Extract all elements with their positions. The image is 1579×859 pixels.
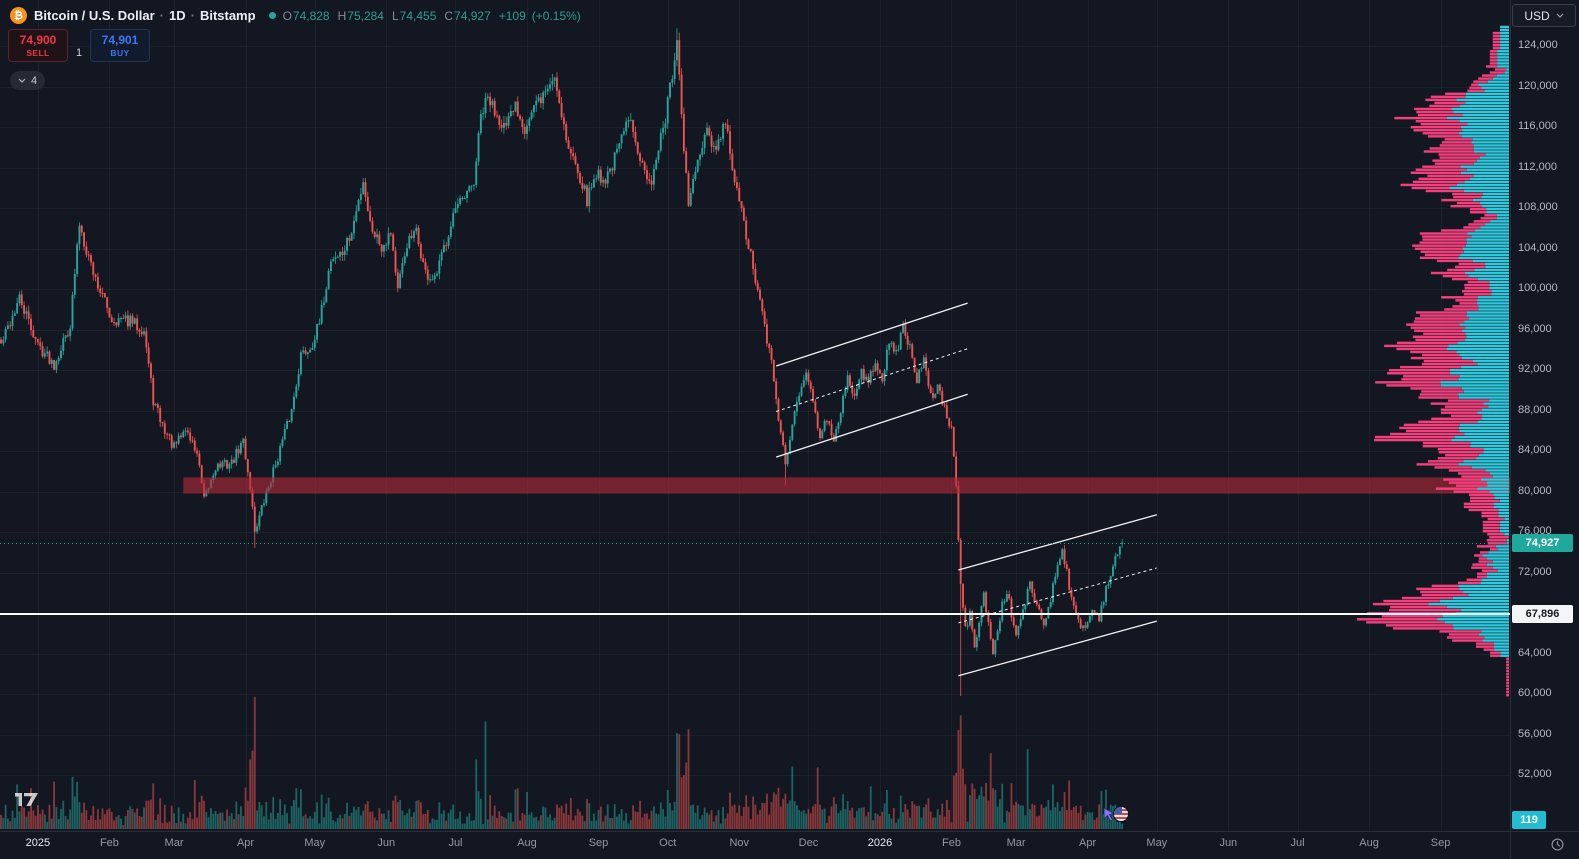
sell-button[interactable]: 74,900 SELL — [8, 29, 68, 62]
time-tick-label: Apr — [236, 837, 255, 849]
price-tick-label: 52,000 — [1518, 768, 1552, 780]
price-tick-label: 116,000 — [1518, 120, 1557, 132]
current-price-label: 74,927 — [1512, 533, 1573, 552]
time-tick-label: May — [304, 837, 326, 849]
volume-value-label: 119 — [1512, 811, 1546, 829]
quantity-value[interactable]: 1 — [75, 47, 83, 59]
buy-sell-panel: 74,900 SELL 1 74,901 BUY — [8, 29, 150, 62]
price-tick-label: 104,000 — [1518, 241, 1558, 254]
time-tick-label: Aug — [1359, 837, 1379, 849]
open-value: 74,828 — [292, 8, 330, 23]
price-tick-label: 80,000 — [1518, 484, 1552, 497]
close-value: 74,927 — [454, 8, 491, 23]
time-tick-label: Jun — [1219, 837, 1238, 849]
tradingview-logo-icon — [15, 793, 38, 806]
time-tick-label: Mar — [164, 837, 184, 849]
market-status-dot — [268, 12, 276, 19]
object-tree-collapse-button[interactable]: 4 — [10, 71, 46, 90]
open-label: O — [282, 8, 292, 23]
header-separator: · — [190, 8, 195, 23]
low-label: L — [391, 8, 399, 23]
object-tree-count: 4 — [31, 74, 38, 87]
low-value: 74,455 — [399, 8, 437, 23]
price-axis[interactable]: 74,927 67,896 119 124,000 120,000 116,000 1… — [1512, 0, 1579, 831]
change-value: +109 — [498, 8, 526, 23]
timezone-settings-button[interactable] — [1551, 838, 1564, 851]
time-tick-label: 2025 — [25, 837, 51, 849]
symbol-header: ₿ Bitcoin / U.S. Dollar · 1D · Bitstamp … — [10, 7, 587, 24]
high-value: 75,284 — [347, 8, 384, 23]
price-tick-label: 84,000 — [1518, 444, 1552, 456]
time-tick-label: Aug — [517, 837, 537, 849]
ohlc-readout: O74,828 H75,284 L74,455 C74,927 +109 (+0… — [283, 9, 587, 23]
price-tick-label: 56,000 — [1518, 727, 1552, 740]
tradingview-logo[interactable] — [14, 792, 39, 812]
price-tick-label: 112,000 — [1518, 160, 1557, 173]
time-tick-label: Mar — [1006, 837, 1026, 849]
buy-price: 74,901 — [101, 33, 139, 48]
interval-value[interactable]: 1D — [168, 8, 186, 23]
chevron-down-icon — [1556, 13, 1564, 18]
sell-label: SELL — [26, 47, 50, 58]
time-tick-label: Jun — [377, 837, 396, 849]
support-price-label: 67,896 — [1512, 605, 1573, 624]
price-tick-label: 64,000 — [1518, 646, 1552, 659]
chevron-down-icon — [18, 78, 26, 83]
price-tick-label: 96,000 — [1518, 322, 1552, 335]
time-tick-label: May — [1146, 837, 1168, 849]
time-tick-label: Feb — [99, 837, 119, 849]
price-tick-label: 60,000 — [1518, 687, 1552, 699]
change-percent: (+0.15%) — [531, 8, 581, 23]
time-tick-label: 2026 — [867, 837, 893, 849]
time-axis[interactable]: 2025 Feb Mar Apr May Jun Jul Aug Sep Oct Nov Dec 202… — [0, 832, 1579, 859]
time-tick-label: Jul — [1290, 837, 1305, 849]
price-tick-label: 100,000 — [1518, 282, 1558, 294]
close-label: C — [444, 8, 454, 23]
buy-label: BUY — [110, 47, 130, 58]
time-tick-label: Apr — [1079, 837, 1097, 849]
exchange-name[interactable]: Bitstamp — [199, 8, 256, 23]
time-tick-label: Sep — [1430, 837, 1451, 849]
time-tick-label: Dec — [798, 837, 819, 849]
symbol-name[interactable]: Bitcoin / U.S. Dollar — [34, 8, 155, 23]
sell-price: 74,900 — [19, 33, 57, 48]
price-tick-label: 124,000 — [1518, 39, 1558, 51]
currency-selector[interactable]: USD — [1512, 4, 1576, 27]
bitcoin-logo-icon: ₿ — [10, 7, 27, 24]
price-tick-label: 92,000 — [1518, 363, 1552, 375]
chart-event-markers[interactable] — [1102, 806, 1129, 822]
price-tick-label: 120,000 — [1518, 79, 1558, 92]
header-separator: · — [159, 8, 164, 23]
clock-icon — [1551, 838, 1564, 851]
time-tick-label: Oct — [659, 837, 677, 849]
time-tick-label: Jul — [448, 837, 463, 849]
price-tick-label: 108,000 — [1518, 201, 1558, 213]
us-flag-icon — [1113, 806, 1129, 822]
currency-label: USD — [1524, 8, 1550, 23]
price-tick-label: 72,000 — [1518, 565, 1552, 578]
time-tick-label: Sep — [588, 837, 609, 849]
time-tick-label: Feb — [941, 837, 961, 849]
high-label: H — [337, 8, 347, 23]
time-tick-label: Nov — [729, 837, 750, 849]
price-tick-label: 88,000 — [1518, 403, 1552, 416]
buy-button[interactable]: 74,901 BUY — [90, 29, 150, 62]
